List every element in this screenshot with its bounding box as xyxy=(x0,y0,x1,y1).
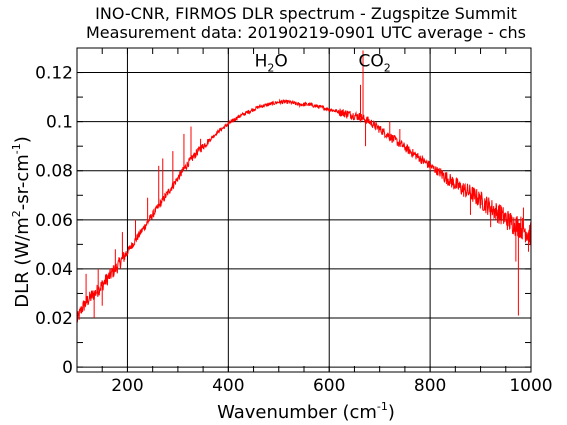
x-tick-label: 400 xyxy=(212,376,244,396)
x-tick-label: 200 xyxy=(111,376,143,396)
annotation-label: H2O xyxy=(255,51,288,74)
y-tick-label: 0.04 xyxy=(35,260,73,280)
y-tick-label: 0.12 xyxy=(35,64,73,84)
y-tick-label: 0.06 xyxy=(35,211,73,231)
series-clip-group xyxy=(77,50,531,323)
y-tick-label: 0 xyxy=(62,358,73,378)
y-tick-label: 0.1 xyxy=(46,113,73,133)
y-tick-labels: 0 0.02 0.04 0.06 0.08 0.1 0.12 xyxy=(35,64,73,379)
x-axis-label: Wavenumber (cm-1) xyxy=(217,400,395,423)
y-tick-label: 0.02 xyxy=(35,309,73,329)
x-tick-label: 600 xyxy=(313,376,345,396)
y-axis-label: DLR (W/m2-sr-cm-1) xyxy=(10,136,33,308)
plot-frame xyxy=(76,47,532,373)
axis-ticks xyxy=(76,47,532,372)
annotation-label: CO2 xyxy=(358,51,390,74)
spectrum-line-series-0 xyxy=(77,98,531,323)
chart-subtitle: Measurement data: 20190219-0901 UTC aver… xyxy=(86,23,526,42)
annotations: H2O CO2 xyxy=(255,51,391,74)
x-tick-labels: 200 400 600 800 1000 xyxy=(111,376,552,396)
grid-lines xyxy=(77,48,532,372)
series-group xyxy=(77,50,531,323)
y-tick-label: 0.08 xyxy=(35,162,73,182)
chart-title: INO-CNR, FIRMOS DLR spectrum - Zugspitze… xyxy=(95,4,517,23)
x-tick-label: 800 xyxy=(414,376,446,396)
chart-title-group: INO-CNR, FIRMOS DLR spectrum - Zugspitze… xyxy=(86,4,526,42)
x-tick-label: 1000 xyxy=(509,376,552,396)
